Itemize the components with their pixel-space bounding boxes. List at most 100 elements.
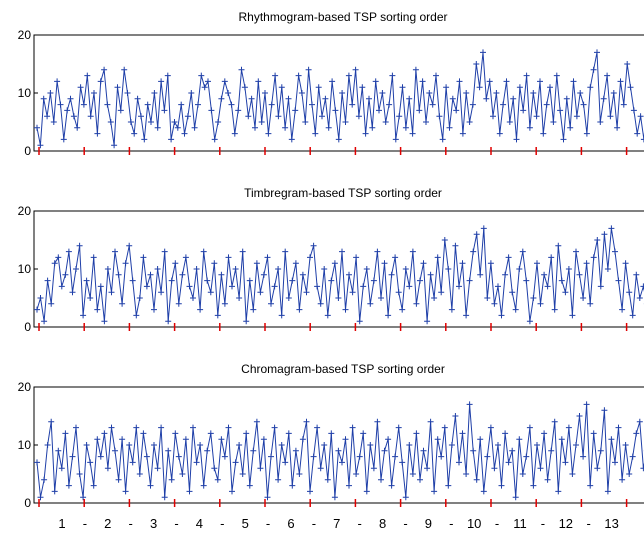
data-point — [630, 107, 637, 114]
data-point — [463, 312, 470, 319]
data-point — [563, 95, 570, 102]
chart-panel-1: Rhythmogram-based TSP sorting order 0 10 20 — [18, 10, 644, 158]
data-point — [573, 113, 580, 120]
data-point — [533, 113, 540, 120]
data-point — [426, 90, 433, 96]
data-point — [446, 124, 453, 131]
data-point — [382, 119, 389, 125]
data-point — [303, 289, 310, 296]
data-point — [218, 436, 225, 443]
x-separator-dash: - — [541, 516, 545, 531]
data-point — [587, 300, 594, 307]
data-point — [366, 95, 372, 102]
data-point — [236, 295, 243, 301]
data-point — [636, 418, 643, 425]
data-point — [69, 453, 76, 460]
data-point — [332, 107, 339, 114]
data-point — [389, 72, 396, 79]
data-point — [50, 119, 57, 125]
x-tick-label: 4 — [196, 516, 203, 531]
data-point — [41, 318, 48, 325]
data-point — [90, 482, 97, 489]
data-point — [335, 295, 342, 301]
data-point — [246, 277, 253, 284]
data-point — [342, 306, 349, 313]
x-tick-label: 3 — [150, 516, 157, 531]
data-point — [445, 266, 452, 272]
data-point — [459, 430, 466, 437]
data-point — [587, 84, 594, 91]
data-point — [197, 306, 204, 313]
data-point — [565, 266, 572, 272]
data-point — [523, 453, 530, 460]
data-point — [406, 283, 413, 290]
data-point — [473, 476, 480, 483]
data-point — [329, 78, 336, 85]
data-point — [245, 113, 252, 120]
data-point — [627, 84, 634, 91]
data-point — [186, 283, 193, 290]
data-point — [87, 113, 94, 120]
data-point — [640, 465, 644, 472]
data-point — [76, 471, 83, 477]
data-point — [144, 101, 151, 108]
data-point — [569, 312, 576, 319]
data-point — [374, 248, 381, 255]
data-point — [448, 306, 455, 313]
series-line — [36, 52, 644, 146]
data-point — [257, 289, 264, 296]
data-point — [151, 90, 158, 96]
data-point — [225, 254, 232, 261]
data-point — [553, 72, 560, 79]
data-point — [516, 84, 523, 91]
data-point — [70, 113, 77, 120]
data-point — [232, 266, 239, 272]
data-point — [544, 283, 551, 290]
data-point — [419, 78, 426, 85]
data-point — [530, 295, 537, 301]
data-point — [77, 84, 84, 91]
data-point — [420, 447, 427, 454]
data-point — [441, 237, 448, 243]
data-point — [466, 401, 473, 408]
data-point — [420, 260, 427, 267]
data-point — [495, 283, 501, 290]
data-point — [372, 78, 379, 85]
data-point — [424, 465, 431, 472]
data-point — [84, 72, 91, 79]
data-point — [268, 300, 274, 307]
data-point — [610, 90, 617, 96]
data-point — [309, 101, 315, 108]
data-point — [406, 95, 413, 102]
data-point — [296, 306, 303, 313]
data-point — [264, 494, 271, 501]
data-point — [385, 312, 392, 319]
data-point — [541, 430, 548, 437]
data-point — [388, 482, 395, 489]
data-point — [567, 124, 574, 131]
x-tick-label: 10 — [467, 516, 481, 531]
data-point — [459, 260, 466, 267]
data-point — [143, 283, 150, 290]
data-point — [551, 418, 558, 425]
data-point — [580, 295, 587, 301]
data-point — [51, 488, 58, 495]
data-point — [138, 113, 144, 120]
data-point — [205, 78, 211, 85]
data-point — [117, 107, 124, 114]
data-point — [502, 430, 509, 437]
data-point — [378, 295, 384, 301]
data-point — [573, 248, 579, 255]
data-point — [188, 90, 195, 96]
data-point — [158, 424, 165, 431]
data-point — [73, 424, 79, 431]
data-point — [310, 453, 317, 460]
data-point — [182, 254, 189, 261]
data-point — [164, 72, 171, 79]
data-point — [342, 119, 349, 125]
data-point — [483, 95, 490, 102]
data-point — [147, 482, 154, 489]
data-point — [208, 107, 215, 114]
data-point — [131, 130, 138, 137]
data-point — [190, 295, 196, 301]
